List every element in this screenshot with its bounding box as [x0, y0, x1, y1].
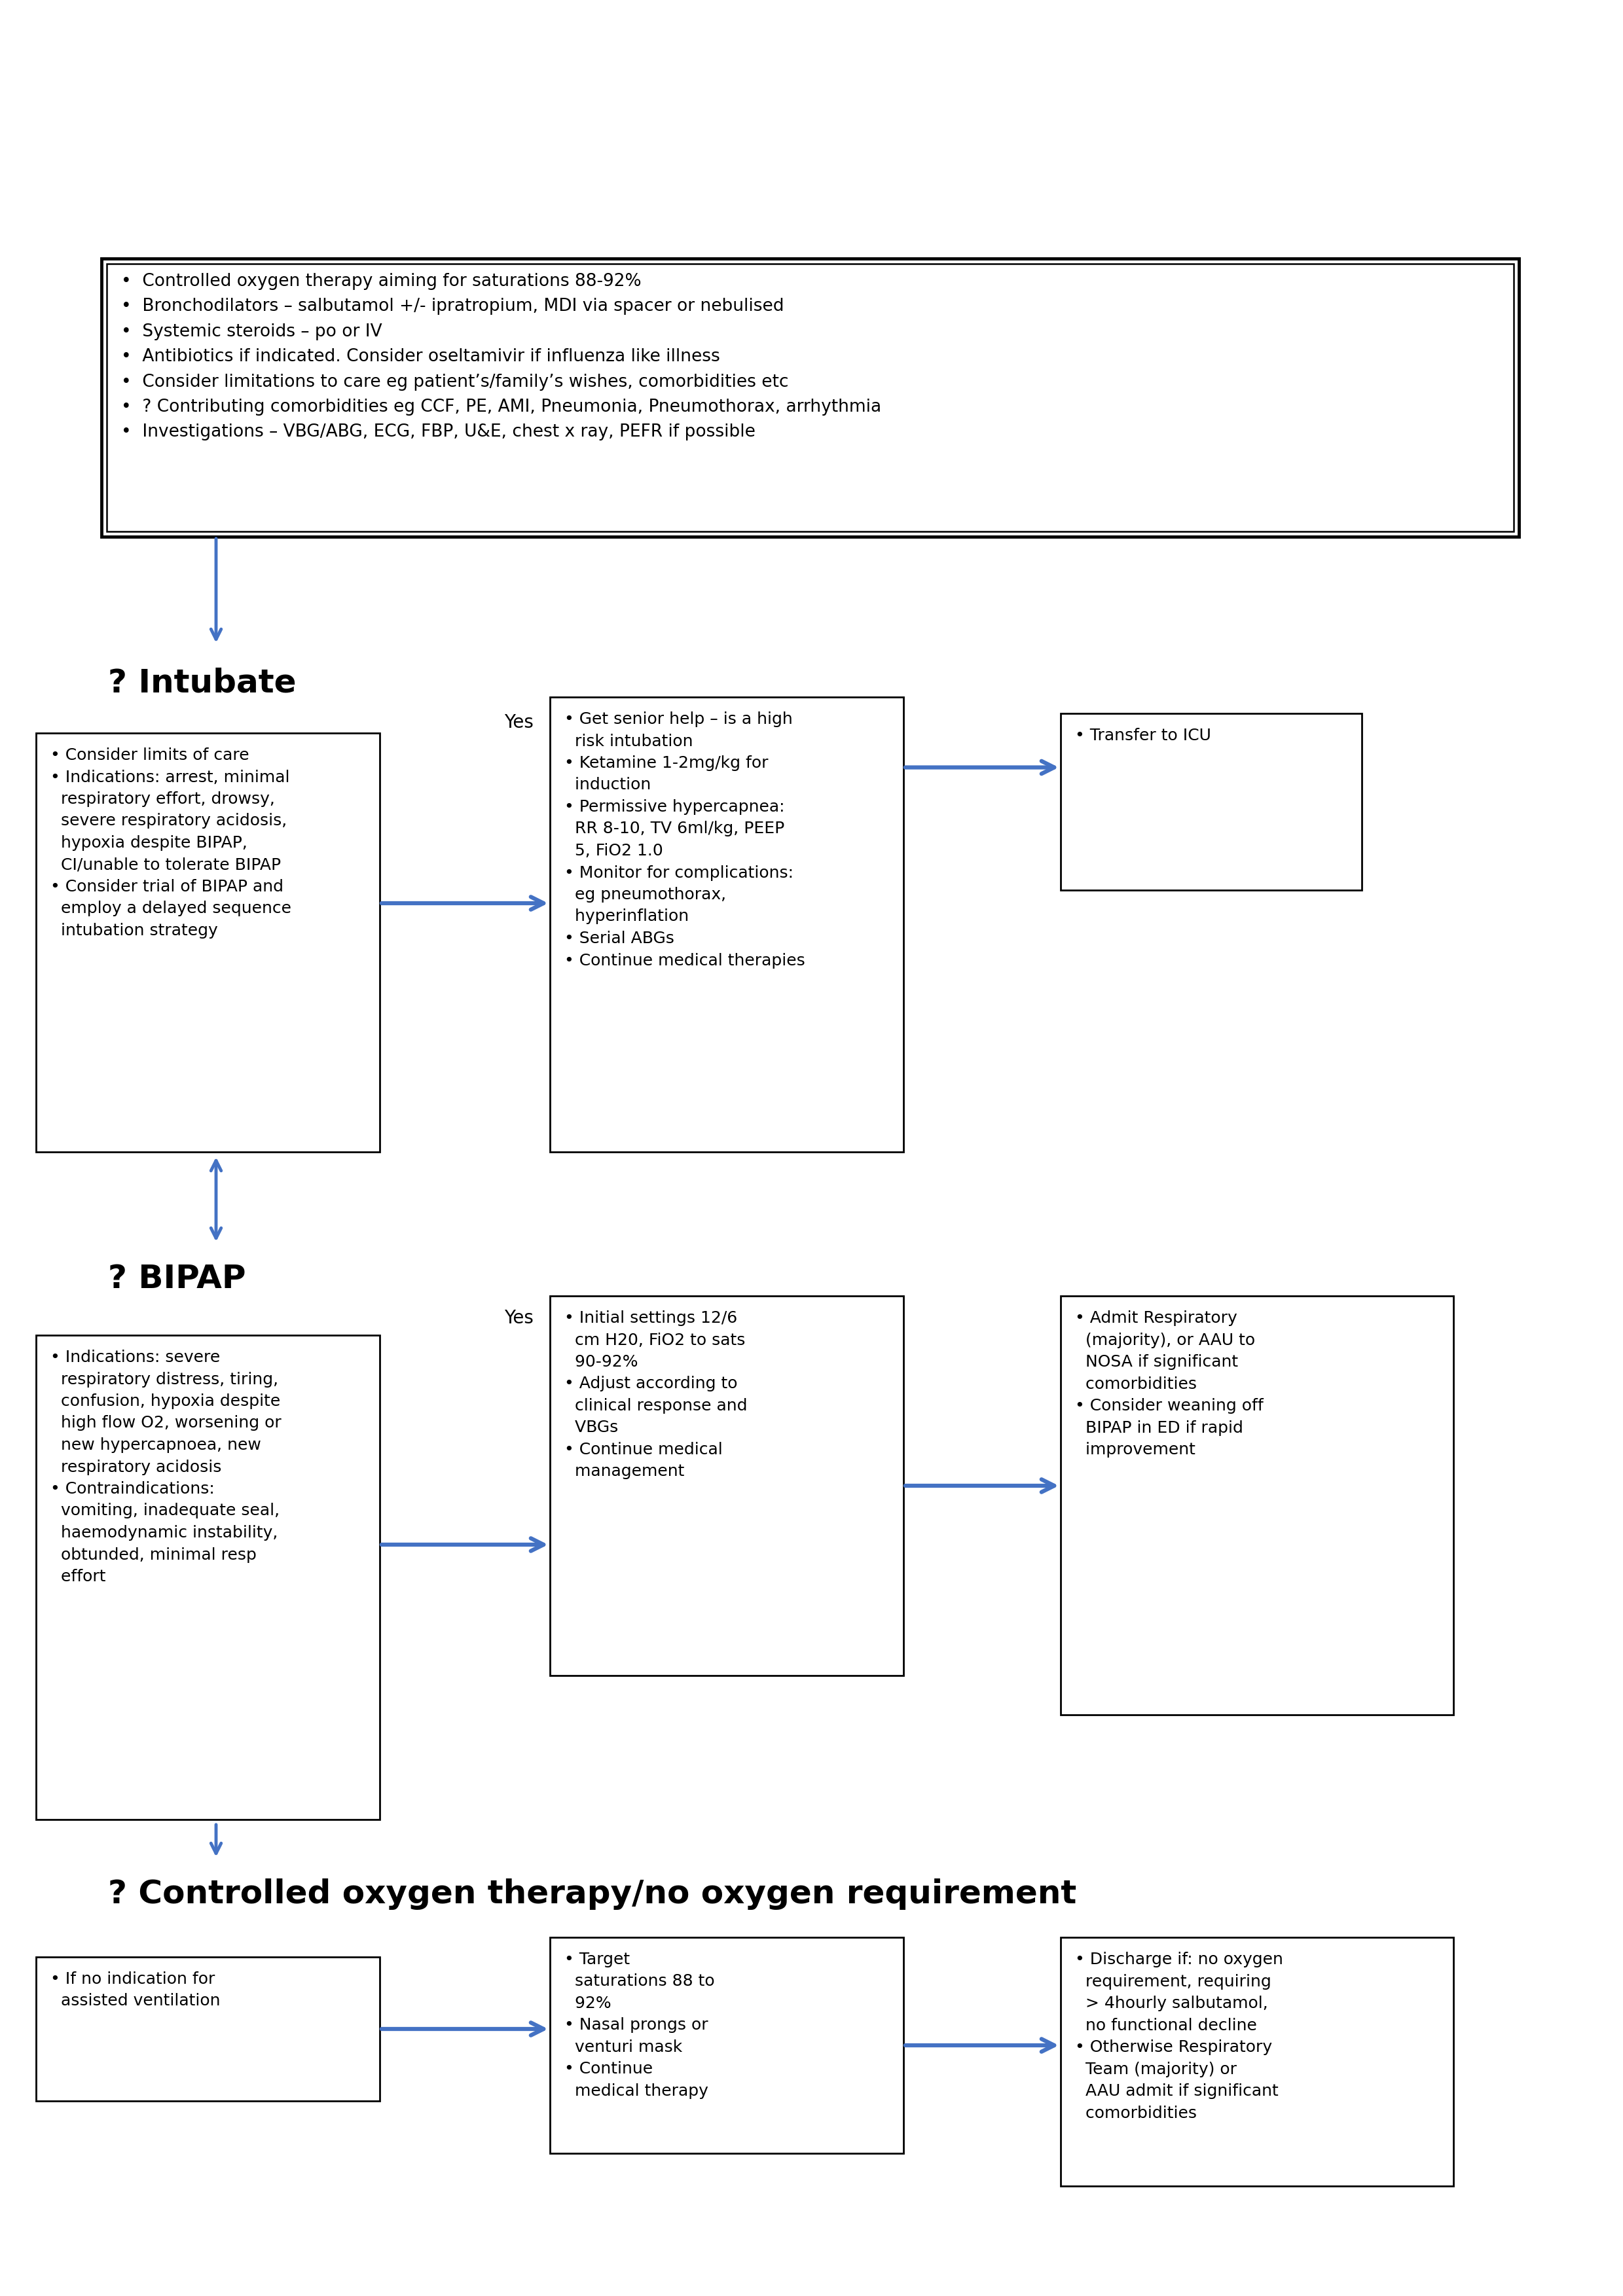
Text: Yes: Yes	[505, 1309, 534, 1327]
Text: • Target
  saturations 88 to
  92%
• Nasal prongs or
  venturi mask
• Continue
 : • Target saturations 88 to 92% • Nasal p…	[565, 1952, 714, 2099]
Bar	[36, 1336, 380, 1818]
Text: ? BIPAP: ? BIPAP	[109, 1263, 245, 1295]
Text: • Indications: severe
  respiratory distress, tiring,
  confusion, hypoxia despi: • Indications: severe respiratory distre…	[50, 1350, 281, 1584]
Bar	[550, 1938, 904, 2154]
Bar	[102, 259, 1519, 537]
Text: • Get senior help – is a high
  risk intubation
• Ketamine 1-2mg/kg for
  induct: • Get senior help – is a high risk intub…	[565, 712, 805, 969]
Bar	[36, 1956, 380, 2101]
Text: • Admit Respiratory
  (majority), or AAU to
  NOSA if significant
  comorbiditie: • Admit Respiratory (majority), or AAU t…	[1074, 1311, 1263, 1458]
Bar	[1060, 1938, 1454, 2186]
Text: • Initial settings 12/6
  cm H20, FiO2 to sats
  90-92%
• Adjust according to
  : • Initial settings 12/6 cm H20, FiO2 to …	[565, 1311, 747, 1479]
Text: • If no indication for
  assisted ventilation: • If no indication for assisted ventilat…	[50, 1972, 221, 2009]
Text: • Consider limits of care
• Indications: arrest, minimal
  respiratory effort, d: • Consider limits of care • Indications:…	[50, 748, 292, 939]
Bar	[550, 1295, 904, 1676]
Bar	[1060, 714, 1362, 891]
Bar	[550, 698, 904, 1153]
Bar	[36, 732, 380, 1153]
Text: ? Controlled oxygen therapy/no oxygen requirement: ? Controlled oxygen therapy/no oxygen re…	[109, 1878, 1076, 1910]
Text: ? Intubate: ? Intubate	[109, 668, 297, 698]
Bar	[107, 264, 1514, 530]
Text: • Transfer to ICU: • Transfer to ICU	[1074, 728, 1211, 744]
Text: •  Controlled oxygen therapy aiming for saturations 88-92%
•  Bronchodilators – : • Controlled oxygen therapy aiming for s…	[122, 273, 881, 441]
Bar	[1060, 1295, 1454, 1715]
Text: Yes: Yes	[505, 714, 534, 732]
Text: • Discharge if: no oxygen
  requirement, requiring
  > 4hourly salbutamol,
  no : • Discharge if: no oxygen requirement, r…	[1074, 1952, 1284, 2122]
